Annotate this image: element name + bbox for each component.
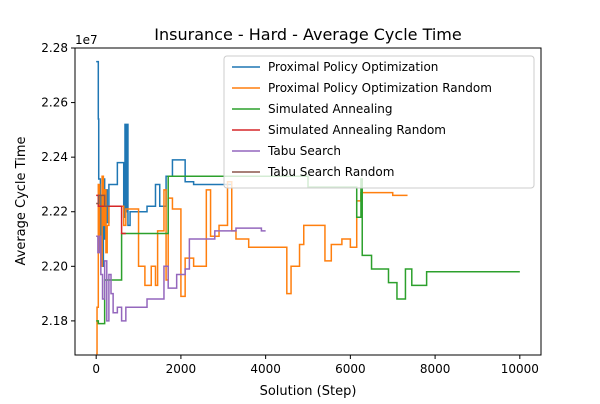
legend-label: Proximal Policy Optimization Random (268, 81, 492, 95)
y-axis-ticks: 2.18 2.20 2.22 2.24 2.26 2.28 (41, 41, 75, 328)
legend-label: Simulated Annealing Random (268, 123, 446, 137)
x-tick-label: 4000 (250, 362, 281, 376)
series-line-2 (96, 175, 408, 355)
x-tick-label: 2000 (166, 362, 197, 376)
legend-label: Proximal Policy Optimization (268, 60, 438, 74)
y-tick-label: 2.28 (41, 41, 68, 55)
y-tick-label: 2.26 (41, 96, 68, 110)
x-axis-ticks: 0 2000 4000 6000 8000 10000 (92, 355, 539, 376)
x-tick-label: 0 (92, 362, 100, 376)
legend-label: Tabu Search (267, 144, 341, 158)
x-axis-label: Solution (Step) (260, 384, 357, 399)
series-line-5 (96, 227, 266, 322)
legend: Proximal Policy Optimization Proximal Pol… (223, 55, 535, 189)
legend-label: Simulated Annealing (268, 102, 393, 116)
legend-label: Tabu Search Random (267, 165, 394, 179)
x-tick-label: 8000 (420, 362, 451, 376)
series-line-6 (96, 194, 109, 208)
y-tick-label: 2.22 (41, 205, 68, 219)
axes-frame (74, 47, 542, 356)
legend-box (223, 55, 535, 189)
y-tick-label: 2.20 (41, 259, 68, 273)
chart-title: Insurance - Hard - Average Cycle Time (154, 25, 461, 44)
y-tick-label: 2.24 (41, 150, 68, 164)
x-tick-label: 10000 (501, 362, 539, 376)
y-axis-offset-text: 1e7 (75, 33, 98, 47)
y-tick-label: 2.18 (41, 314, 68, 328)
y-axis-label: Average Cycle Time (14, 137, 29, 266)
series-line-4 (96, 194, 126, 235)
x-tick-label: 6000 (335, 362, 366, 376)
